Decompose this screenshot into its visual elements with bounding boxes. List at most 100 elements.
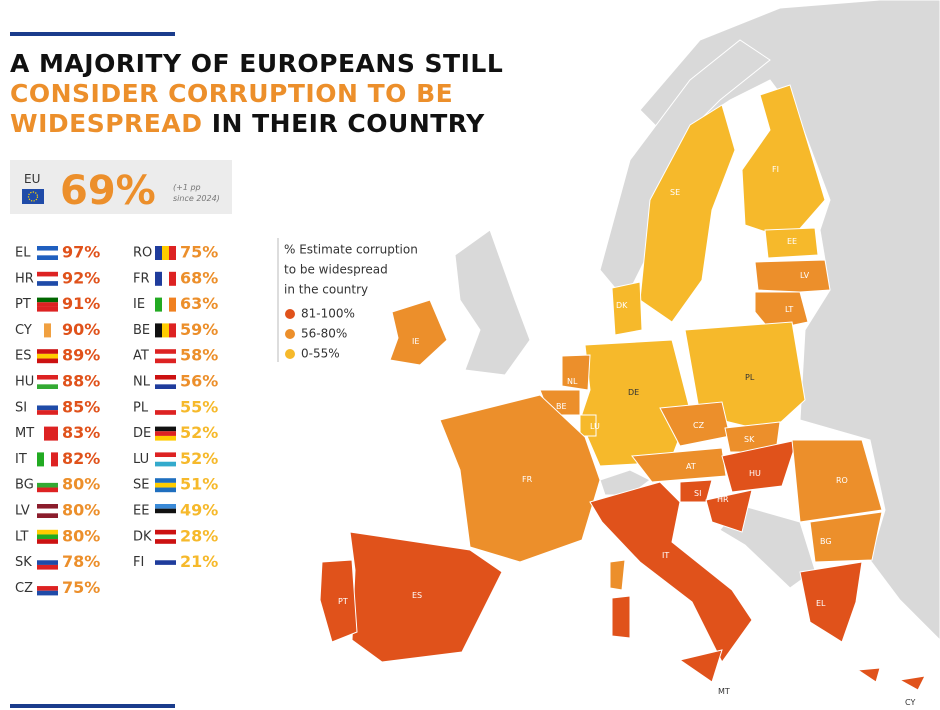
map-label: FI xyxy=(772,165,779,174)
flag-stripe xyxy=(169,297,176,312)
legend-title: % Estimate corruption xyxy=(284,243,418,257)
country-code: ES xyxy=(15,349,31,364)
country-code: SI xyxy=(15,400,27,415)
country-code: LT xyxy=(15,529,28,544)
flag-stripe xyxy=(162,297,169,312)
map-label: DK xyxy=(616,301,628,310)
legend-label: 56-80% xyxy=(301,327,347,341)
country-code: RO xyxy=(133,246,152,261)
flag-stripe xyxy=(155,379,176,385)
flag-stripe xyxy=(37,426,44,441)
eu-box xyxy=(10,160,232,214)
legend: % Estimate corruption to be widespread in … xyxy=(284,243,418,361)
country-value: 80% xyxy=(62,475,100,494)
map-label: ES xyxy=(412,591,422,600)
country-shape xyxy=(809,511,883,563)
flag-stripe xyxy=(37,560,58,565)
country-code: CZ xyxy=(15,581,33,596)
flag-stripe xyxy=(155,508,176,514)
flag-stripe xyxy=(37,590,58,596)
flag-stripe xyxy=(162,246,169,260)
country-value: 88% xyxy=(62,372,100,391)
flag-stripe xyxy=(155,555,176,561)
country-shape xyxy=(561,354,591,391)
flag-stripe xyxy=(51,426,58,441)
flag-stripe xyxy=(37,400,58,406)
country-value: 90% xyxy=(62,320,100,339)
map-label: NL xyxy=(567,377,578,386)
country-value: 83% xyxy=(62,423,100,442)
country-code: MT xyxy=(15,426,34,441)
legend-label: 81-100% xyxy=(301,307,355,321)
flag-stripe xyxy=(37,513,58,518)
flag-stripe xyxy=(44,426,51,441)
country-shape xyxy=(679,479,713,503)
map-label: DE xyxy=(628,388,639,397)
flag-stripe xyxy=(155,461,176,467)
flag-stripe xyxy=(37,306,58,312)
country-shape xyxy=(799,561,863,643)
flag-stripe xyxy=(155,431,176,436)
map xyxy=(319,0,940,691)
country-shape xyxy=(579,339,691,467)
map-label: AT xyxy=(686,462,696,471)
country-code: DK xyxy=(133,529,152,544)
flag-stripe xyxy=(155,246,162,260)
flag-stripe xyxy=(37,482,58,488)
flag-stripe xyxy=(162,271,169,286)
flag-stripe xyxy=(169,323,176,338)
flag-stripe xyxy=(155,400,176,406)
country-code: EE xyxy=(133,504,149,519)
country-shape xyxy=(856,667,881,683)
flag-stripe xyxy=(37,358,58,364)
map-label: LV xyxy=(800,271,810,280)
flag-stripe xyxy=(37,271,58,277)
flag-stripe xyxy=(37,410,58,415)
flag-stripe xyxy=(155,410,176,415)
map-label: PL xyxy=(745,373,755,382)
flag-stripe xyxy=(37,302,58,307)
country-shape xyxy=(389,299,448,366)
flag-stripe xyxy=(37,281,58,286)
flag-stripe xyxy=(37,555,58,561)
country-shape xyxy=(705,489,753,533)
legend-label: 0-55% xyxy=(301,347,340,361)
flag-stripe xyxy=(37,375,58,380)
flag-stripe xyxy=(37,276,58,282)
flag-stripe xyxy=(155,452,176,458)
title-line: A MAJORITY OF EUROPEANS STILL xyxy=(10,49,503,78)
non-eu-land xyxy=(599,39,771,301)
map-label: EL xyxy=(816,599,826,608)
flag-stripe xyxy=(37,379,58,385)
flag-stripe xyxy=(37,255,58,260)
flag-stripe xyxy=(37,353,58,359)
map-label: FR xyxy=(522,475,533,484)
map-label: BE xyxy=(556,402,567,411)
flag-stripe xyxy=(51,452,58,467)
flag-stripe xyxy=(37,384,58,389)
country-value: 92% xyxy=(62,268,100,287)
flag-stripe xyxy=(155,358,176,364)
country-value: 82% xyxy=(62,449,100,468)
country-shape xyxy=(439,394,601,563)
flag-stripe xyxy=(155,560,176,565)
flag-stripe xyxy=(162,323,169,338)
map-label: IE xyxy=(412,337,419,346)
flag-stripe xyxy=(37,246,58,251)
legend-swatch xyxy=(285,309,295,319)
flag-stripe xyxy=(155,349,176,354)
flag-stripe xyxy=(169,271,176,286)
flag-stripe xyxy=(155,539,176,544)
country-code: LU xyxy=(133,452,149,467)
flag-stripe xyxy=(155,323,162,338)
country-shape xyxy=(631,447,727,483)
top-bar xyxy=(10,32,175,36)
map-label: CZ xyxy=(693,421,705,430)
country-value: 63% xyxy=(180,294,218,313)
country-shape xyxy=(791,439,883,523)
country-code: EL xyxy=(15,246,31,261)
flag-stripe xyxy=(37,478,58,483)
country-value: 51% xyxy=(180,475,218,494)
country-code: FI xyxy=(133,555,144,570)
flag-stripe xyxy=(155,482,176,488)
